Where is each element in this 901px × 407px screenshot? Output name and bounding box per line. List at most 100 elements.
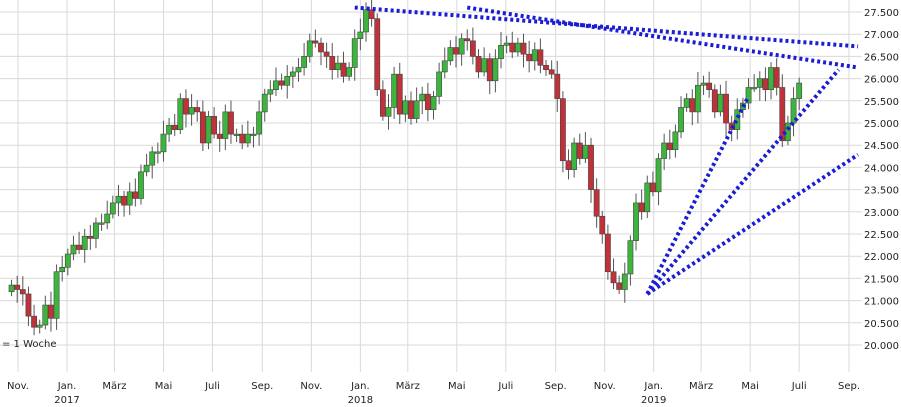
candle bbox=[323, 42, 330, 68]
candle bbox=[256, 100, 263, 146]
candle bbox=[711, 84, 718, 119]
candle bbox=[222, 104, 229, 151]
candle bbox=[453, 36, 459, 68]
candle bbox=[424, 82, 431, 122]
candle bbox=[599, 210, 606, 244]
candle bbox=[19, 276, 26, 306]
candle bbox=[115, 184, 122, 217]
candle bbox=[76, 231, 82, 254]
y-tick-label: 20.500 bbox=[864, 319, 899, 330]
candle bbox=[205, 111, 212, 150]
candle bbox=[81, 228, 88, 263]
y-tick-label: 22.500 bbox=[864, 230, 899, 241]
candle bbox=[559, 91, 566, 173]
x-tick-label: Juli bbox=[204, 381, 220, 392]
candle bbox=[211, 107, 217, 139]
candle bbox=[441, 47, 448, 79]
y-tick-label: 24.000 bbox=[864, 163, 899, 174]
x-tick-year: 2017 bbox=[54, 395, 79, 406]
candle bbox=[188, 94, 195, 126]
candle bbox=[8, 279, 15, 297]
candle bbox=[42, 295, 49, 330]
candle bbox=[121, 190, 127, 217]
candle bbox=[543, 59, 549, 76]
candle bbox=[610, 258, 617, 290]
candle bbox=[14, 275, 21, 303]
candle bbox=[633, 193, 639, 251]
candle bbox=[171, 113, 178, 136]
candle bbox=[588, 137, 594, 203]
candle bbox=[593, 178, 600, 228]
candle bbox=[503, 35, 510, 54]
candle bbox=[481, 47, 488, 77]
candle bbox=[98, 213, 105, 231]
candle bbox=[368, 0, 375, 27]
candle bbox=[678, 96, 684, 139]
candle bbox=[239, 124, 246, 150]
candle bbox=[436, 62, 443, 105]
candle bbox=[430, 91, 437, 120]
candle bbox=[571, 137, 578, 178]
candle bbox=[773, 58, 780, 96]
candle bbox=[779, 74, 786, 147]
candle bbox=[346, 62, 353, 81]
candle bbox=[717, 84, 724, 117]
candle bbox=[734, 98, 741, 140]
candle bbox=[31, 304, 37, 336]
candle bbox=[408, 91, 414, 125]
candle bbox=[621, 262, 628, 303]
candle bbox=[312, 29, 319, 48]
candle bbox=[785, 115, 791, 146]
candle bbox=[295, 58, 302, 82]
candle bbox=[53, 264, 60, 330]
candle bbox=[768, 62, 774, 100]
candle bbox=[627, 235, 634, 286]
candle bbox=[183, 89, 189, 128]
x-axis: Nov. Jan. 2017 März Mai Juli Sep. Nov. Jan. 2018 M… bbox=[7, 381, 860, 406]
x-tick-label: Juli bbox=[791, 381, 807, 392]
candle bbox=[228, 100, 234, 144]
candle bbox=[419, 86, 426, 115]
candle bbox=[509, 31, 516, 59]
candle bbox=[790, 87, 797, 137]
candle bbox=[261, 88, 268, 122]
candle bbox=[531, 42, 538, 71]
candle bbox=[59, 255, 66, 282]
candle bbox=[93, 217, 99, 249]
candle bbox=[177, 93, 184, 135]
candle bbox=[166, 117, 172, 143]
candle bbox=[64, 248, 71, 276]
candle bbox=[340, 51, 347, 83]
candle bbox=[689, 89, 696, 126]
candle bbox=[385, 94, 392, 130]
candle bbox=[413, 87, 420, 123]
candle bbox=[486, 53, 493, 95]
candle bbox=[284, 65, 291, 99]
candle bbox=[706, 71, 713, 98]
candle bbox=[267, 80, 274, 103]
candle bbox=[363, 2, 369, 42]
candle bbox=[638, 189, 645, 220]
x-tick-label: Mai bbox=[155, 381, 173, 392]
candle bbox=[334, 55, 341, 78]
trendlines bbox=[354, 5, 860, 296]
x-tick-label: Mai bbox=[741, 381, 759, 392]
candle bbox=[554, 60, 561, 112]
y-tick-label: 26.500 bbox=[864, 52, 899, 63]
candle bbox=[250, 126, 257, 148]
trendline bbox=[645, 68, 841, 296]
candle bbox=[273, 67, 279, 96]
candle bbox=[374, 13, 381, 96]
candle bbox=[498, 31, 504, 69]
interval-note: = 1 Woche bbox=[2, 339, 57, 350]
x-tick-label: Nov. bbox=[7, 381, 29, 392]
y-tick-label: 23.500 bbox=[864, 186, 899, 197]
candle bbox=[149, 146, 156, 179]
x-tick-label: Jan. bbox=[643, 381, 663, 392]
candle bbox=[458, 33, 465, 66]
candle bbox=[396, 62, 403, 124]
candle bbox=[576, 133, 583, 165]
candle bbox=[762, 67, 769, 102]
candle bbox=[565, 149, 572, 180]
